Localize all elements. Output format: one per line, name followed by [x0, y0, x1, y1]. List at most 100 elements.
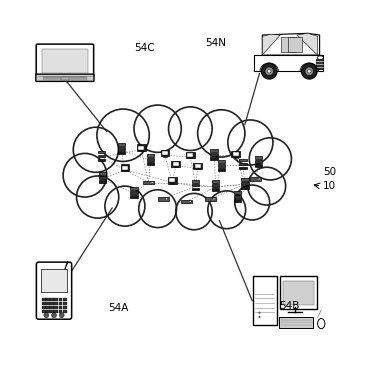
Circle shape	[213, 198, 215, 199]
FancyBboxPatch shape	[210, 153, 218, 155]
FancyBboxPatch shape	[118, 143, 125, 146]
Circle shape	[73, 127, 118, 172]
Circle shape	[97, 109, 149, 161]
FancyBboxPatch shape	[250, 177, 261, 181]
Circle shape	[308, 69, 311, 73]
FancyBboxPatch shape	[241, 186, 249, 189]
FancyBboxPatch shape	[46, 302, 50, 305]
FancyBboxPatch shape	[239, 158, 247, 161]
FancyBboxPatch shape	[42, 298, 46, 301]
FancyBboxPatch shape	[42, 302, 46, 305]
Circle shape	[190, 201, 191, 202]
Circle shape	[208, 191, 246, 229]
FancyBboxPatch shape	[99, 172, 106, 175]
FancyBboxPatch shape	[50, 302, 54, 305]
FancyBboxPatch shape	[210, 149, 218, 151]
Circle shape	[235, 185, 270, 220]
FancyBboxPatch shape	[118, 147, 125, 150]
Circle shape	[258, 316, 260, 318]
FancyBboxPatch shape	[50, 306, 54, 309]
FancyBboxPatch shape	[36, 44, 94, 77]
FancyBboxPatch shape	[130, 191, 138, 194]
FancyBboxPatch shape	[210, 157, 218, 160]
FancyBboxPatch shape	[169, 178, 175, 182]
FancyBboxPatch shape	[158, 197, 168, 201]
FancyBboxPatch shape	[50, 310, 54, 313]
FancyBboxPatch shape	[234, 157, 238, 158]
FancyBboxPatch shape	[193, 162, 202, 169]
FancyBboxPatch shape	[63, 298, 67, 301]
FancyBboxPatch shape	[59, 302, 62, 305]
FancyBboxPatch shape	[212, 188, 220, 191]
FancyBboxPatch shape	[42, 310, 46, 313]
FancyBboxPatch shape	[118, 151, 125, 154]
FancyBboxPatch shape	[234, 191, 241, 194]
FancyBboxPatch shape	[54, 310, 58, 313]
FancyBboxPatch shape	[168, 177, 177, 184]
FancyBboxPatch shape	[186, 151, 195, 158]
FancyBboxPatch shape	[279, 318, 313, 328]
FancyBboxPatch shape	[42, 49, 88, 73]
FancyBboxPatch shape	[137, 144, 146, 151]
FancyBboxPatch shape	[59, 298, 62, 301]
FancyBboxPatch shape	[46, 298, 50, 301]
FancyBboxPatch shape	[63, 302, 67, 305]
FancyBboxPatch shape	[42, 306, 46, 309]
FancyBboxPatch shape	[139, 150, 143, 151]
Circle shape	[139, 190, 177, 228]
FancyBboxPatch shape	[174, 166, 178, 168]
FancyBboxPatch shape	[181, 200, 192, 203]
FancyBboxPatch shape	[255, 156, 262, 159]
FancyBboxPatch shape	[255, 160, 262, 163]
FancyBboxPatch shape	[234, 195, 241, 198]
FancyBboxPatch shape	[212, 180, 220, 183]
Text: 50: 50	[323, 166, 336, 177]
FancyBboxPatch shape	[284, 281, 314, 306]
Circle shape	[305, 67, 314, 76]
FancyBboxPatch shape	[234, 199, 241, 202]
Circle shape	[265, 67, 274, 76]
FancyBboxPatch shape	[241, 182, 249, 185]
FancyBboxPatch shape	[50, 298, 54, 301]
Text: 54A: 54A	[109, 303, 129, 313]
FancyBboxPatch shape	[54, 298, 58, 301]
FancyBboxPatch shape	[288, 37, 302, 52]
FancyBboxPatch shape	[98, 158, 105, 161]
FancyBboxPatch shape	[163, 155, 167, 157]
FancyBboxPatch shape	[232, 151, 240, 157]
Circle shape	[176, 193, 212, 230]
Text: 10: 10	[323, 181, 336, 191]
Polygon shape	[254, 55, 323, 71]
FancyBboxPatch shape	[212, 184, 220, 187]
FancyBboxPatch shape	[239, 162, 247, 165]
Circle shape	[63, 153, 107, 197]
FancyBboxPatch shape	[205, 197, 216, 201]
FancyBboxPatch shape	[98, 150, 105, 153]
Circle shape	[76, 176, 119, 218]
FancyBboxPatch shape	[233, 152, 239, 156]
FancyBboxPatch shape	[59, 310, 62, 313]
Ellipse shape	[317, 56, 324, 59]
FancyBboxPatch shape	[188, 157, 192, 158]
FancyBboxPatch shape	[143, 181, 154, 184]
FancyBboxPatch shape	[63, 310, 67, 313]
FancyBboxPatch shape	[54, 302, 58, 305]
Circle shape	[248, 167, 286, 205]
FancyBboxPatch shape	[316, 59, 323, 69]
FancyBboxPatch shape	[218, 160, 225, 162]
FancyBboxPatch shape	[46, 310, 50, 313]
FancyBboxPatch shape	[130, 187, 138, 190]
Circle shape	[105, 186, 145, 226]
FancyBboxPatch shape	[171, 161, 180, 167]
FancyBboxPatch shape	[99, 176, 106, 179]
FancyBboxPatch shape	[99, 180, 106, 183]
Circle shape	[152, 182, 153, 183]
FancyBboxPatch shape	[192, 184, 199, 187]
FancyBboxPatch shape	[63, 306, 67, 309]
FancyBboxPatch shape	[59, 306, 62, 309]
Circle shape	[228, 120, 273, 165]
Circle shape	[52, 313, 57, 318]
FancyBboxPatch shape	[255, 164, 262, 167]
FancyBboxPatch shape	[121, 164, 129, 171]
Circle shape	[249, 138, 291, 180]
